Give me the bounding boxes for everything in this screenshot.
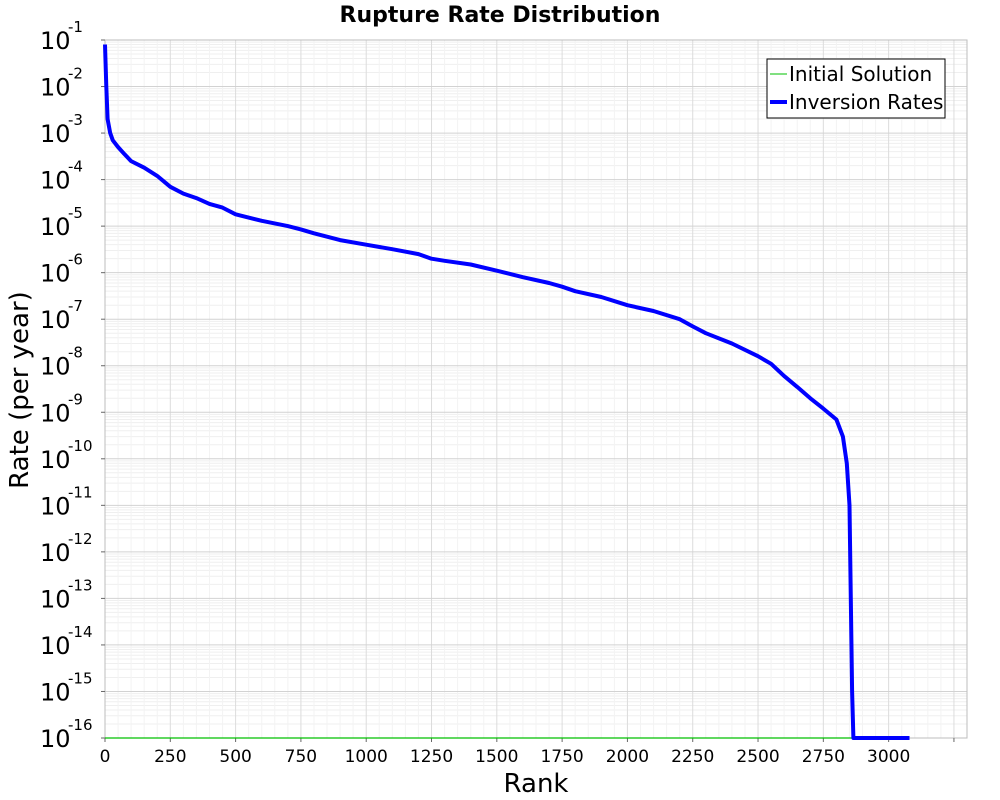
y-tick-exponent: -8 xyxy=(68,344,83,362)
chart-title: Rupture Rate Distribution xyxy=(340,3,661,28)
y-tick-exponent: -1 xyxy=(68,18,83,36)
y-tick-exponent: -4 xyxy=(68,158,83,176)
y-tick-label: 10 xyxy=(40,120,71,148)
y-tick-exponent: -11 xyxy=(68,483,93,501)
y-tick-label: 10 xyxy=(40,585,71,613)
y-tick-label: 10 xyxy=(40,678,71,706)
y-tick-label: 10 xyxy=(40,632,71,660)
y-tick-exponent: -7 xyxy=(68,297,83,315)
y-tick-exponent: -12 xyxy=(68,530,93,548)
legend-label-initial-solution: Initial Solution xyxy=(789,62,932,86)
x-tick-label: 1000 xyxy=(345,747,388,767)
y-tick-exponent: -3 xyxy=(68,111,83,129)
y-tick-exponent: -10 xyxy=(68,437,93,455)
y-tick-label: 10 xyxy=(40,213,71,241)
x-axis-label: Rank xyxy=(504,769,569,799)
series-group xyxy=(103,44,910,740)
y-tick-label: 10 xyxy=(40,306,71,334)
y-tick-label: 10 xyxy=(40,167,71,195)
y-tick-label: 10 xyxy=(40,399,71,427)
y-tick-exponent: -2 xyxy=(68,65,83,83)
y-tick-label: 10 xyxy=(40,27,71,55)
y-tick-exponent: -5 xyxy=(68,204,83,222)
y-axis-label: Rate (per year) xyxy=(5,291,35,489)
x-tick-label: 1500 xyxy=(475,747,518,767)
y-tick-label: 10 xyxy=(40,353,71,381)
x-tick-label: 0 xyxy=(100,747,111,767)
y-tick-exponent: -6 xyxy=(68,251,83,269)
legend: Initial Solution Inversion Rates xyxy=(766,58,946,119)
y-tick-label: 10 xyxy=(40,539,71,567)
x-tick-label: 2000 xyxy=(606,747,649,767)
y-tick-exponent: -15 xyxy=(68,669,93,687)
y-tick-exponent: -9 xyxy=(68,390,83,408)
y-tick-exponent: -16 xyxy=(68,716,93,734)
legend-label-inversion-rates: Inversion Rates xyxy=(789,90,943,114)
y-tick-label: 10 xyxy=(40,74,71,102)
x-tick-label: 2500 xyxy=(736,747,779,767)
axes: 0 250 500 750 1000 1250 1500 1750 2000 2250 2500 27… xyxy=(40,18,955,767)
y-tick-label: 10 xyxy=(40,260,71,288)
x-tick-label: 2750 xyxy=(802,747,845,767)
x-tick-label: 1750 xyxy=(540,747,583,767)
series-line-inversion-rates xyxy=(103,44,910,740)
x-tick-label: 3000 xyxy=(867,747,910,767)
y-tick-exponent: -14 xyxy=(68,623,93,641)
grid xyxy=(104,39,967,739)
legend-box xyxy=(766,58,946,119)
x-tick-label: 500 xyxy=(219,747,251,767)
y-tick-label: 10 xyxy=(40,725,71,753)
y-tick-label: 10 xyxy=(40,446,71,474)
x-tick-label: 2250 xyxy=(671,747,714,767)
x-tick-label: 750 xyxy=(285,747,317,767)
x-tick-label: 250 xyxy=(154,747,186,767)
y-tick-label: 10 xyxy=(40,492,71,520)
x-tick-label: 1250 xyxy=(410,747,453,767)
y-tick-exponent: -13 xyxy=(68,576,93,594)
